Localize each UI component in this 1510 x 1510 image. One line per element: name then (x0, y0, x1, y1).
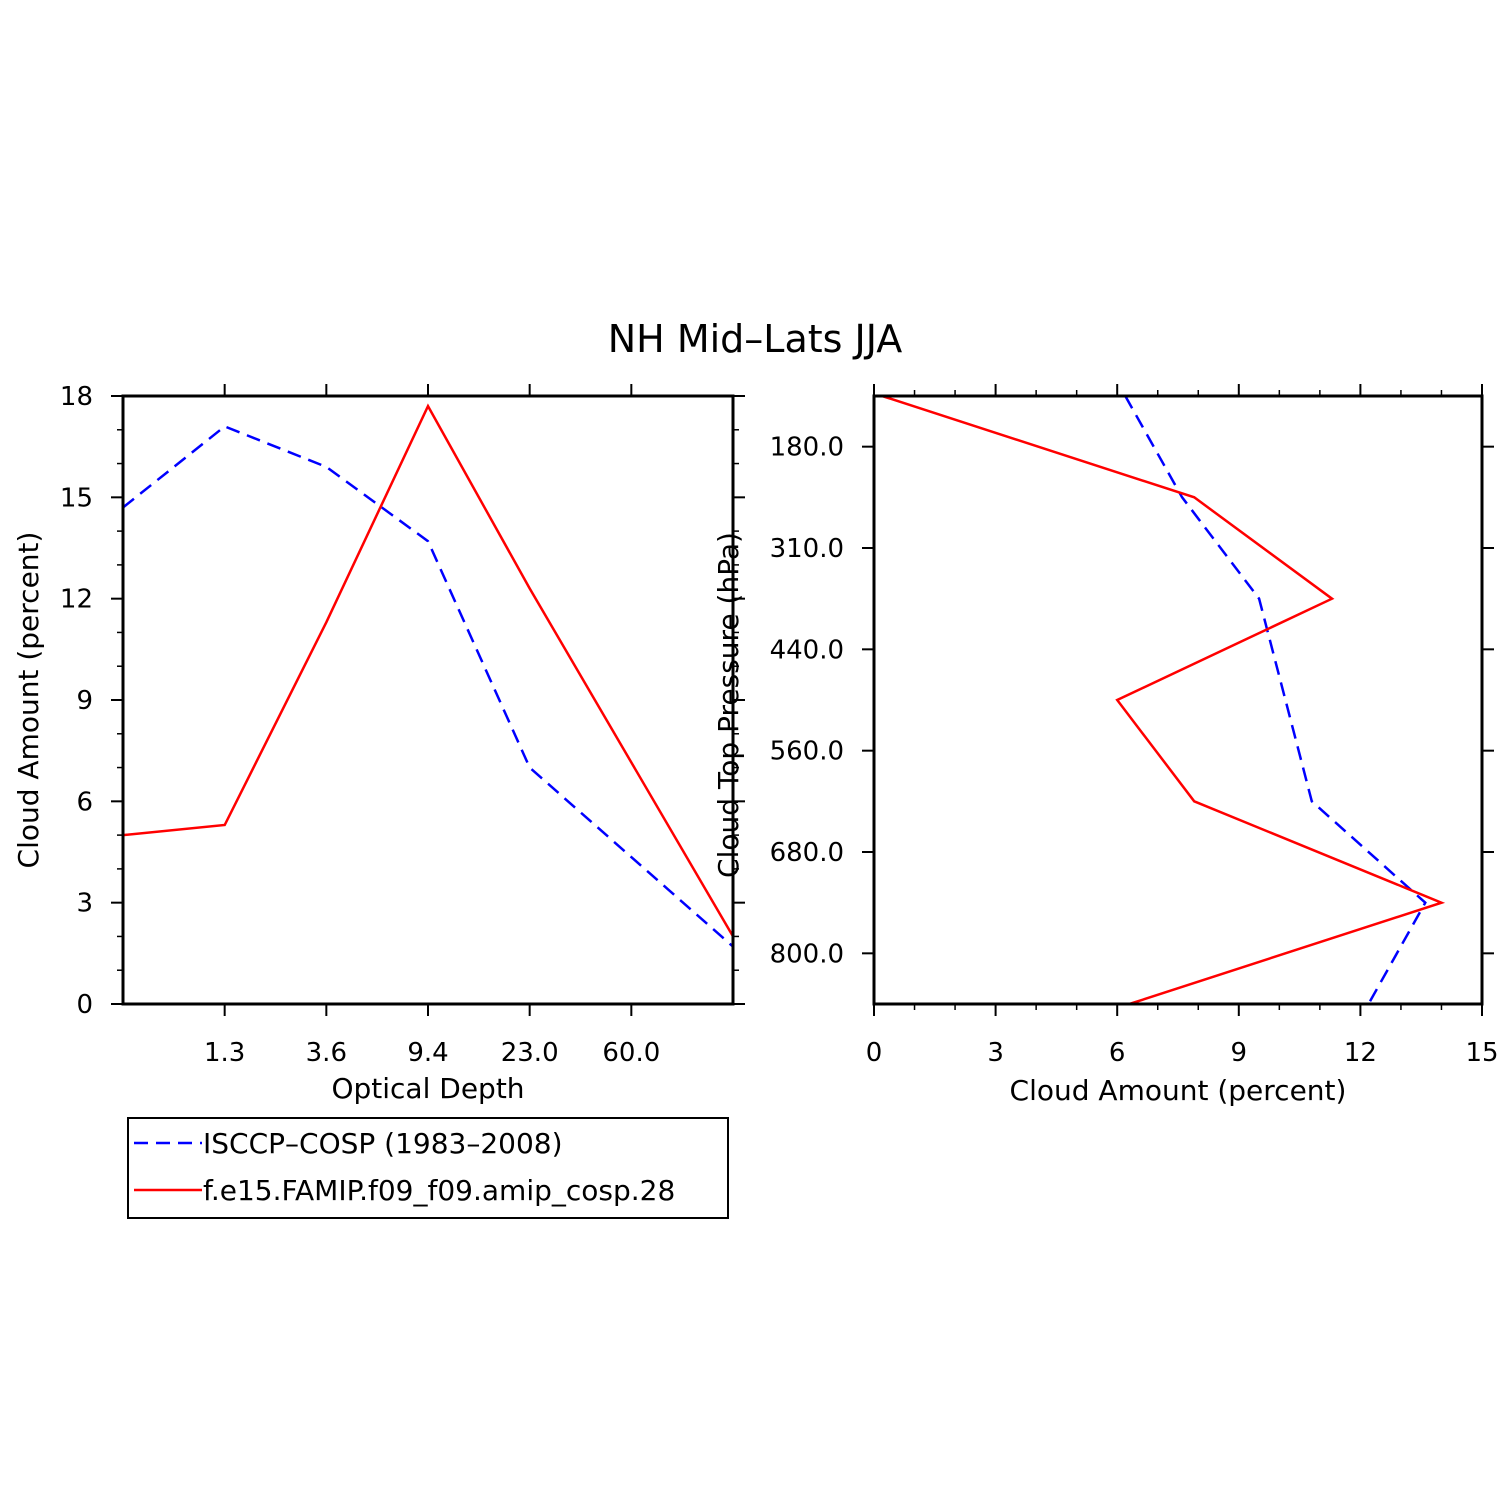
right-series-lines (881, 394, 1446, 1006)
right-xaxis-title: Cloud Amount (percent) (1010, 1074, 1347, 1107)
left-ytick-label: 12 (60, 585, 93, 615)
left-panel: 0 3 6 9 12 15 18 1.3 3.6 9.4 23.0 60.0 Optical Dept… (12, 382, 745, 1105)
left-plot-frame (121, 394, 735, 1006)
left-ytick-label: 18 (60, 382, 93, 412)
left-tick-labels: 0 3 6 9 12 15 18 1.3 3.6 9.4 23.0 60.0 (60, 382, 660, 1068)
right-tick-labels: 0 3 6 9 12 15 180.0 310.0 440.0 560.0 680.0 800.0 (770, 433, 1499, 1068)
right-yaxis-title: Cloud Top Pressure (hPa) (712, 532, 745, 878)
legend-box (127, 1117, 729, 1219)
left-ytick-label: 3 (76, 889, 93, 919)
left-xtick-label: 3.6 (306, 1038, 347, 1068)
left-xaxis-title: Optical Depth (331, 1072, 524, 1105)
left-ytick-label: 15 (60, 483, 93, 513)
right-panel: 0 3 6 9 12 15 180.0 310.0 440.0 560.0 680.0 800.0 C… (712, 384, 1499, 1107)
legend-label-model: f.e15.FAMIP.f09_f09.amip_cosp.28 (203, 1174, 675, 1207)
left-ytick-label: 0 (76, 990, 93, 1020)
left-series-model-line (122, 403, 735, 938)
left-xtick-label: 1.3 (204, 1038, 245, 1068)
right-ytick-label: 310.0 (770, 534, 844, 564)
right-series-obs-line (1124, 395, 1427, 1005)
left-xtick-label: 9.4 (407, 1038, 448, 1068)
chart-title: NH Mid–Lats JJA (608, 317, 903, 361)
right-xtick-label: 3 (987, 1038, 1004, 1068)
right-xtick-label: 9 (1231, 1038, 1248, 1068)
right-xtick-label: 12 (1344, 1038, 1377, 1068)
legend-label-obs: ISCCP–COSP (1983–2008) (203, 1127, 563, 1160)
right-xtick-label: 0 (866, 1038, 883, 1068)
right-ytick-label: 440.0 (770, 635, 844, 665)
legend: ISCCP–COSP (1983–2008) f.e15.FAMIP.f09_f… (127, 1117, 729, 1219)
right-ytick-label: 560.0 (770, 737, 844, 767)
left-ytick-label: 6 (76, 787, 93, 817)
left-yaxis-title: Cloud Amount (percent) (12, 532, 45, 869)
left-ytick-label: 9 (76, 686, 93, 716)
left-xtick-label: 23.0 (501, 1038, 559, 1068)
right-axis-ticks (862, 384, 1494, 1016)
right-plot-frame (872, 394, 1484, 1006)
right-xtick-label: 6 (1109, 1038, 1126, 1068)
right-ytick-label: 180.0 (770, 433, 844, 463)
right-ytick-label: 680.0 (770, 838, 844, 868)
left-series-obs-line (122, 424, 734, 948)
left-series-lines (122, 403, 735, 948)
right-series-model-line (881, 394, 1446, 1006)
right-ytick-label: 800.0 (770, 939, 844, 969)
left-axis-ticks (111, 384, 745, 1016)
left-xtick-label: 60.0 (602, 1038, 660, 1068)
right-xtick-label: 15 (1465, 1038, 1498, 1068)
